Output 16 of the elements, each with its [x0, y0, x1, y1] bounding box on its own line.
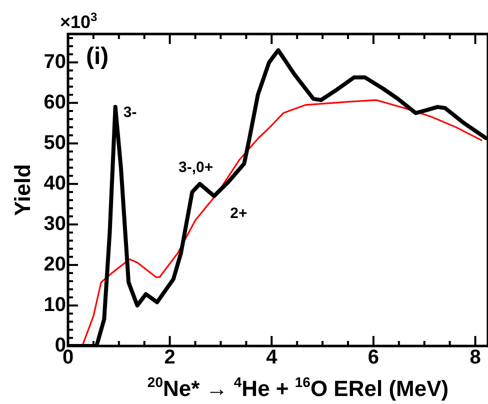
- y-tick-label: 60: [44, 91, 66, 114]
- y-tick-label: 40: [44, 172, 66, 194]
- y-tick-label: 50: [44, 132, 66, 154]
- x-tick-label: 2: [164, 346, 176, 369]
- annotation: 3-,0+: [178, 158, 214, 176]
- annotation: 2+: [230, 205, 248, 222]
- annotation: 3-: [123, 104, 137, 121]
- y-tick-label: 20: [44, 253, 66, 276]
- y-axis-title: Yield: [10, 164, 35, 216]
- x-tick-label: 8: [470, 346, 481, 369]
- x-tick-label: 6: [368, 346, 380, 369]
- y-tick-label: 70: [44, 50, 66, 73]
- y-tick-label: 30: [44, 212, 66, 235]
- y-tick-label: 10: [44, 294, 66, 316]
- x-tick-label: 4: [266, 346, 278, 369]
- annotation: (i): [86, 43, 109, 70]
